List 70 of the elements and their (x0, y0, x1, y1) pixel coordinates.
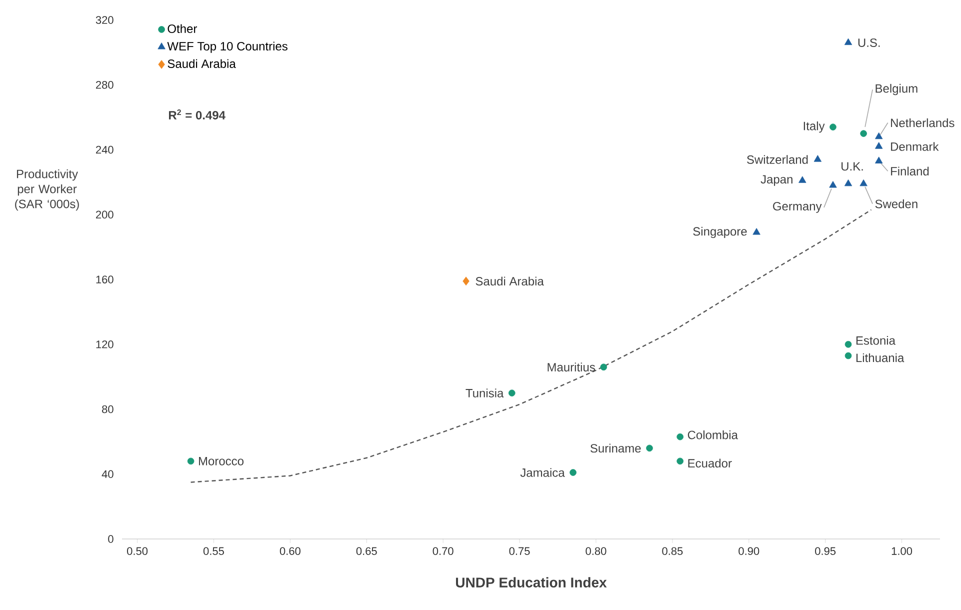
point (798, 176, 806, 183)
x-tick-label: 0.50 (127, 547, 148, 555)
point (875, 156, 883, 164)
x-tick-label: 0.90 (738, 547, 760, 555)
x-tick-label: 0.85 (662, 547, 683, 555)
point (462, 276, 470, 286)
y-tick-label: 40 (102, 470, 114, 478)
point (814, 155, 822, 162)
point (860, 179, 868, 186)
text: R$^{2}$ = 0.494 (168, 109, 226, 120)
point (844, 340, 852, 348)
point (875, 142, 883, 149)
annotation: Sweden (875, 199, 918, 208)
annotation: U.S. (858, 38, 880, 47)
annotation: Japan (760, 175, 792, 186)
legend-label: Other (168, 24, 198, 33)
y-tick-label: 200 (96, 210, 114, 219)
annotation: Jamaica (520, 468, 565, 477)
annotation: Denmark (891, 142, 939, 151)
annotation: Colombia (688, 430, 738, 440)
x-tick-label: 1.00 (892, 547, 912, 555)
annotation: Mauritius (548, 362, 595, 372)
point (600, 364, 608, 370)
point (830, 124, 836, 130)
x-tick-label: 0.70 (432, 547, 454, 555)
point (844, 352, 852, 360)
x-tick-label: 0.60 (280, 547, 300, 555)
annotation: Italy (804, 121, 825, 133)
y-tick-label: 120 (96, 340, 114, 348)
point (829, 181, 837, 188)
x-tick-label: 0.65 (356, 547, 377, 555)
x-tick-label: 0.95 (815, 547, 836, 555)
y-tick-label: 280 (96, 80, 114, 89)
point (844, 179, 852, 186)
y-tick-label: 0 (108, 535, 114, 543)
annotation: Suriname (590, 444, 641, 453)
legend-label: Saudi Arabia (168, 59, 236, 68)
y-axis-title: Productivity per Worker (SAR ‘000s) (15, 169, 79, 211)
point (676, 433, 684, 440)
x-tick-label: 0.80 (586, 547, 606, 555)
legend-label: WEF Top 10 Countries (167, 42, 288, 53)
x-axis-title: UNDP Education Index (456, 577, 607, 588)
annotation: Switzerland (747, 155, 808, 164)
y-tick-label: 240 (96, 146, 114, 154)
point (844, 38, 852, 45)
annotation: Tunisia (466, 388, 504, 398)
annotation: Netherlands (891, 118, 954, 128)
annotation: Singapore (693, 226, 747, 238)
annotation: Estonia (856, 336, 896, 345)
point (676, 458, 684, 465)
annotation: Lithuania (856, 353, 904, 362)
point (570, 469, 576, 476)
annotation: U.K. (842, 162, 863, 171)
x-tick-label: 0.75 (509, 547, 530, 555)
point (508, 390, 516, 396)
y-tick-label: 320 (96, 16, 114, 24)
point (752, 228, 760, 235)
annotation: Saudi Arabia (476, 276, 544, 286)
point (860, 130, 867, 137)
point (875, 132, 883, 140)
y-tick-label: 80 (102, 405, 114, 414)
annotation: Finland (891, 166, 929, 176)
annotation: Morocco (199, 456, 244, 466)
y-tick-label: 160 (96, 276, 114, 284)
point (187, 458, 194, 465)
annotation: Germany (773, 202, 822, 213)
x-tick-label: 0.55 (203, 547, 224, 555)
point (646, 444, 653, 452)
annotation: Belgium (876, 84, 918, 96)
annotation: Ecuador (688, 458, 732, 468)
